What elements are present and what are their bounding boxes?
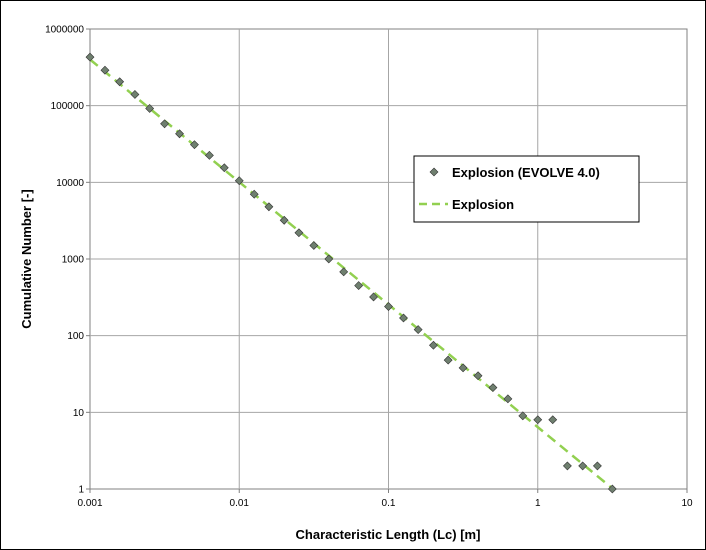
data-point (279, 215, 289, 225)
data-point (324, 254, 334, 264)
y-tick-label: 1000000 (45, 25, 84, 36)
data-point (458, 363, 468, 373)
x-tick-label: 0.1 (382, 498, 396, 509)
fit-line (89, 58, 614, 490)
x-axis-title: Characteristic Length (Lc) [m] (296, 527, 481, 542)
data-point (369, 292, 378, 302)
data-point (443, 355, 453, 365)
data-point (578, 461, 588, 471)
data-point (548, 415, 558, 425)
data-point (264, 202, 274, 212)
legend: Explosion (EVOLVE 4.0) Explosion (413, 155, 640, 223)
data-point (533, 415, 543, 425)
data-point (219, 163, 229, 173)
x-tick-label: 0.01 (230, 498, 250, 509)
data-point (85, 52, 95, 62)
data-point (399, 313, 408, 323)
data-point (175, 129, 184, 139)
y-tick-label: 100000 (51, 101, 85, 112)
data-point (562, 461, 572, 471)
data-point (473, 371, 483, 381)
data-point (429, 340, 438, 350)
legend-label-explosion: Explosion (452, 197, 514, 212)
y-tick-label: 1000 (62, 255, 85, 266)
data-point (607, 484, 617, 494)
data-point (384, 302, 393, 311)
y-axis-title: Cumulative Number [-] (19, 189, 34, 328)
data-point (130, 90, 140, 99)
data-point (190, 140, 199, 150)
y-tick-label: 10 (73, 408, 85, 419)
legend-box (413, 155, 640, 223)
y-tick-label: 10000 (56, 178, 84, 189)
legend-marker-diamond-icon (429, 167, 439, 177)
data-point (294, 228, 304, 238)
legend-label-evolve: Explosion (EVOLVE 4.0) (452, 165, 600, 180)
data-point (488, 383, 498, 393)
data-point (204, 150, 214, 160)
data-point (413, 325, 423, 335)
y-tick-label: 1 (78, 485, 84, 496)
x-tick-labels: 0.001 0.01 0.1 1 10 (77, 498, 693, 509)
data-point (100, 65, 110, 75)
data-point (234, 176, 244, 186)
x-tick-label: 0.001 (77, 498, 102, 509)
marker-series (85, 52, 617, 494)
y-tick-label: 100 (67, 331, 84, 342)
data-point (309, 241, 319, 250)
y-tick-labels: 1 10 100 1000 10000 100000 1000000 (45, 25, 84, 496)
fit-line-series (89, 58, 614, 490)
x-tick-label: 10 (681, 498, 693, 509)
data-point (160, 119, 170, 129)
data-point (145, 104, 155, 113)
data-point (339, 267, 349, 277)
data-point (592, 461, 602, 471)
data-point (518, 411, 528, 421)
data-point (115, 77, 125, 87)
x-tick-label: 1 (535, 498, 541, 509)
data-point (503, 394, 513, 404)
data-point (354, 281, 364, 291)
data-point (249, 189, 259, 199)
